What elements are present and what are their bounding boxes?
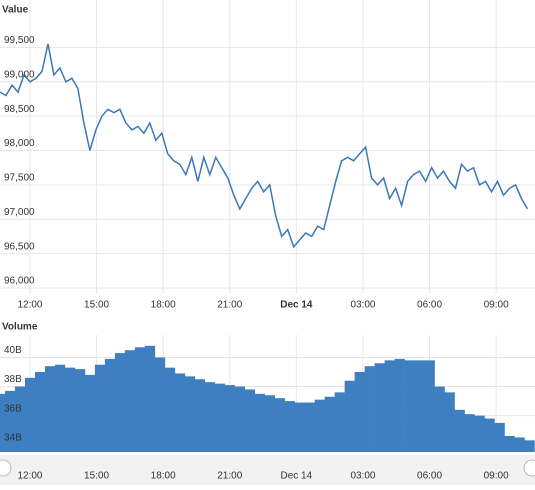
volume-bar — [204, 382, 216, 452]
navigator-handle[interactable] — [0, 459, 12, 477]
volume-bar — [34, 372, 46, 452]
x-tick-label: 09:00 — [484, 300, 509, 311]
y-tick-label: 96,000 — [4, 276, 35, 287]
volume-bar — [454, 409, 465, 452]
x-tick-label: 06:00 — [417, 300, 442, 311]
value-line — [0, 43, 529, 249]
volume-bar — [444, 392, 455, 452]
volume-bar — [44, 366, 56, 452]
x-tick-label: 21:00 — [217, 300, 242, 311]
volume-bar — [144, 345, 156, 452]
x-tick-label: 12:00 — [17, 300, 42, 311]
volume-bar — [304, 402, 315, 452]
y-tick-label: 40B — [4, 345, 22, 356]
x-tick-label: 18:00 — [151, 471, 176, 482]
volume-bar — [394, 358, 405, 452]
volume-bar — [244, 389, 256, 452]
x-tick-label: 03:00 — [350, 300, 375, 311]
y-tick-label: 99,500 — [4, 35, 35, 46]
volume-bar — [424, 360, 435, 452]
volume-bar — [84, 374, 96, 452]
volume-bar — [464, 414, 475, 452]
volume-bar — [364, 366, 375, 452]
volume-bar — [354, 372, 365, 452]
volume-bar — [384, 360, 395, 452]
volume-bar — [324, 396, 335, 452]
volume-bar — [184, 376, 196, 452]
x-tick-label: 06:00 — [417, 471, 442, 482]
x-tick-label: 03:00 — [350, 471, 375, 482]
volume-bar — [124, 350, 136, 452]
volume-bar — [514, 437, 525, 452]
y-tick-label: 34B — [4, 432, 22, 443]
volume-bar — [234, 386, 246, 452]
volume-bar — [194, 379, 206, 452]
navigator-strip — [0, 455, 535, 485]
y-tick-label: 97,500 — [4, 173, 35, 184]
volume-bar — [264, 395, 276, 452]
volume-bar — [174, 373, 186, 452]
volume-bar — [294, 402, 305, 452]
volume-bar — [94, 364, 106, 452]
y-tick-label: 97,000 — [4, 207, 35, 218]
y-tick-label: 96,500 — [4, 241, 35, 252]
volume-bar — [154, 357, 166, 452]
volume-bar — [114, 353, 126, 452]
volume-bar — [474, 415, 485, 452]
x-tick-label: 21:00 — [217, 471, 242, 482]
x-tick-label: 12:00 — [17, 471, 42, 482]
volume-bar — [334, 392, 345, 452]
volume-bar — [494, 422, 505, 452]
volume-bar — [164, 367, 176, 452]
volume-bar — [0, 393, 6, 452]
y-tick-label: 99,000 — [4, 69, 35, 80]
volume-bar — [4, 390, 16, 452]
volume-bar — [344, 380, 355, 452]
y-tick-label: 98,000 — [4, 138, 35, 149]
volume-bar — [214, 383, 226, 452]
volume-bar — [134, 347, 146, 452]
volume-bar — [314, 399, 325, 452]
y-tick-label: 98,500 — [4, 104, 35, 115]
volume-bar — [64, 367, 76, 452]
volume-bar — [74, 369, 86, 452]
volume-bar — [504, 436, 515, 452]
y-tick-label: 36B — [4, 403, 22, 414]
panel-title: Value — [2, 5, 29, 16]
x-tick-label: 15:00 — [84, 300, 109, 311]
navigator-handle[interactable] — [523, 459, 535, 477]
volume-bar — [54, 364, 66, 452]
volume-bar — [14, 386, 26, 452]
volume-bar — [404, 360, 415, 452]
y-tick-label: 38B — [4, 374, 22, 385]
x-tick-label: Dec 14 — [281, 471, 313, 482]
x-tick-label: 18:00 — [151, 300, 176, 311]
volume-bar — [284, 401, 295, 452]
volume-bar — [254, 393, 266, 452]
volume-bar — [224, 385, 236, 452]
volume-bar — [524, 440, 535, 452]
volume-bar — [374, 363, 385, 452]
volume-bar — [274, 398, 286, 452]
volume-bar — [484, 418, 495, 452]
x-tick-label: 09:00 — [484, 471, 509, 482]
volume-bar — [24, 377, 36, 452]
x-tick-label: Dec 14 — [280, 300, 313, 311]
volume-bar — [434, 386, 445, 452]
x-tick-label: 15:00 — [84, 471, 109, 482]
volume-bar — [414, 360, 425, 452]
volume-bar — [104, 358, 116, 452]
panel-title: Volume — [2, 322, 38, 333]
